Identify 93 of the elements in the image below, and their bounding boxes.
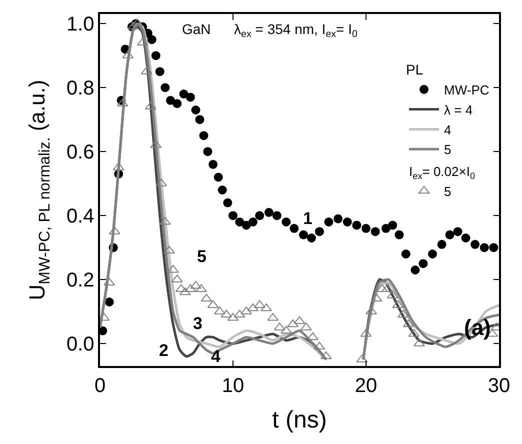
annotation: I$_{ex}$= 0.02×I$_{0}$ [409,164,476,181]
y-tick-label: 0.2 [66,270,94,292]
annotation: (a) [464,315,491,340]
point [272,211,282,220]
point [104,278,116,286]
annotation: 4 [211,347,221,366]
point [453,227,462,236]
point [370,294,382,302]
y-tick-label: 0.4 [66,206,94,228]
point [264,208,274,217]
point [352,220,362,230]
point [260,303,272,312]
annotation: λ$_{ex}$ = 354 nm, I$_{ex}$= I$_{0}$ [234,21,358,40]
point [306,234,316,242]
point [287,319,299,328]
point [394,230,404,240]
point [370,227,380,236]
point [324,218,334,226]
point [128,22,139,30]
point [282,218,291,226]
point [218,186,227,194]
point [320,351,332,360]
legend-label: MW-PC [444,82,490,98]
point [228,211,238,220]
point [179,90,188,98]
legend-title: PL [406,61,424,78]
x-tick-label: 10 [222,374,244,397]
point [191,106,200,114]
point [234,310,246,318]
legend-label: 5 [444,184,452,199]
point [223,198,232,208]
x-tick-label: 0 [94,374,106,397]
point [203,147,212,156]
legend-label: λ = 4 [444,102,473,118]
point [247,303,259,312]
point [334,214,343,224]
point [242,220,251,230]
point [401,250,410,258]
y-tick-label: 0.6 [66,142,94,164]
point [410,266,420,274]
legend-label: 4 [444,122,452,138]
point [166,96,175,105]
y-tick-label: 0.8 [66,78,94,100]
annotation: GaN [182,21,211,37]
point [381,224,390,233]
point [298,230,308,240]
legend-label: 5 [444,142,452,158]
annotation: 1 [303,209,312,228]
x-tick-label: 30 [488,374,510,397]
annotation: 5 [197,247,206,266]
point [200,294,212,302]
point [147,35,156,44]
point [248,218,258,226]
point [214,172,223,182]
point [255,211,264,220]
y-tick-label: 0.0 [66,334,94,356]
point [136,38,148,46]
point [179,287,191,296]
point [144,102,156,110]
point [195,115,204,124]
point [480,243,489,252]
point [470,240,480,249]
point [437,240,446,249]
point [163,246,175,254]
point [199,131,208,140]
point [362,224,370,233]
point [489,243,498,252]
point [428,250,437,258]
x-tick-label: 20 [354,374,378,397]
point [160,83,170,92]
annotation: 3 [193,314,202,333]
x-axis-title: t (ns) [272,406,327,434]
point [172,99,182,108]
point [104,298,114,306]
point [280,326,292,334]
point [235,218,244,226]
annotation: 2 [159,341,168,360]
point [461,234,470,242]
point [314,342,326,350]
y-tick-label: 1.0 [66,14,94,36]
point [155,67,164,76]
point [388,220,398,230]
point [290,224,299,233]
point [220,310,232,318]
point [314,227,324,236]
point [186,92,195,102]
point [402,319,414,328]
point [445,230,454,240]
point [398,310,409,318]
point [418,259,428,268]
point [151,51,160,60]
point [208,160,218,169]
point [342,218,352,226]
